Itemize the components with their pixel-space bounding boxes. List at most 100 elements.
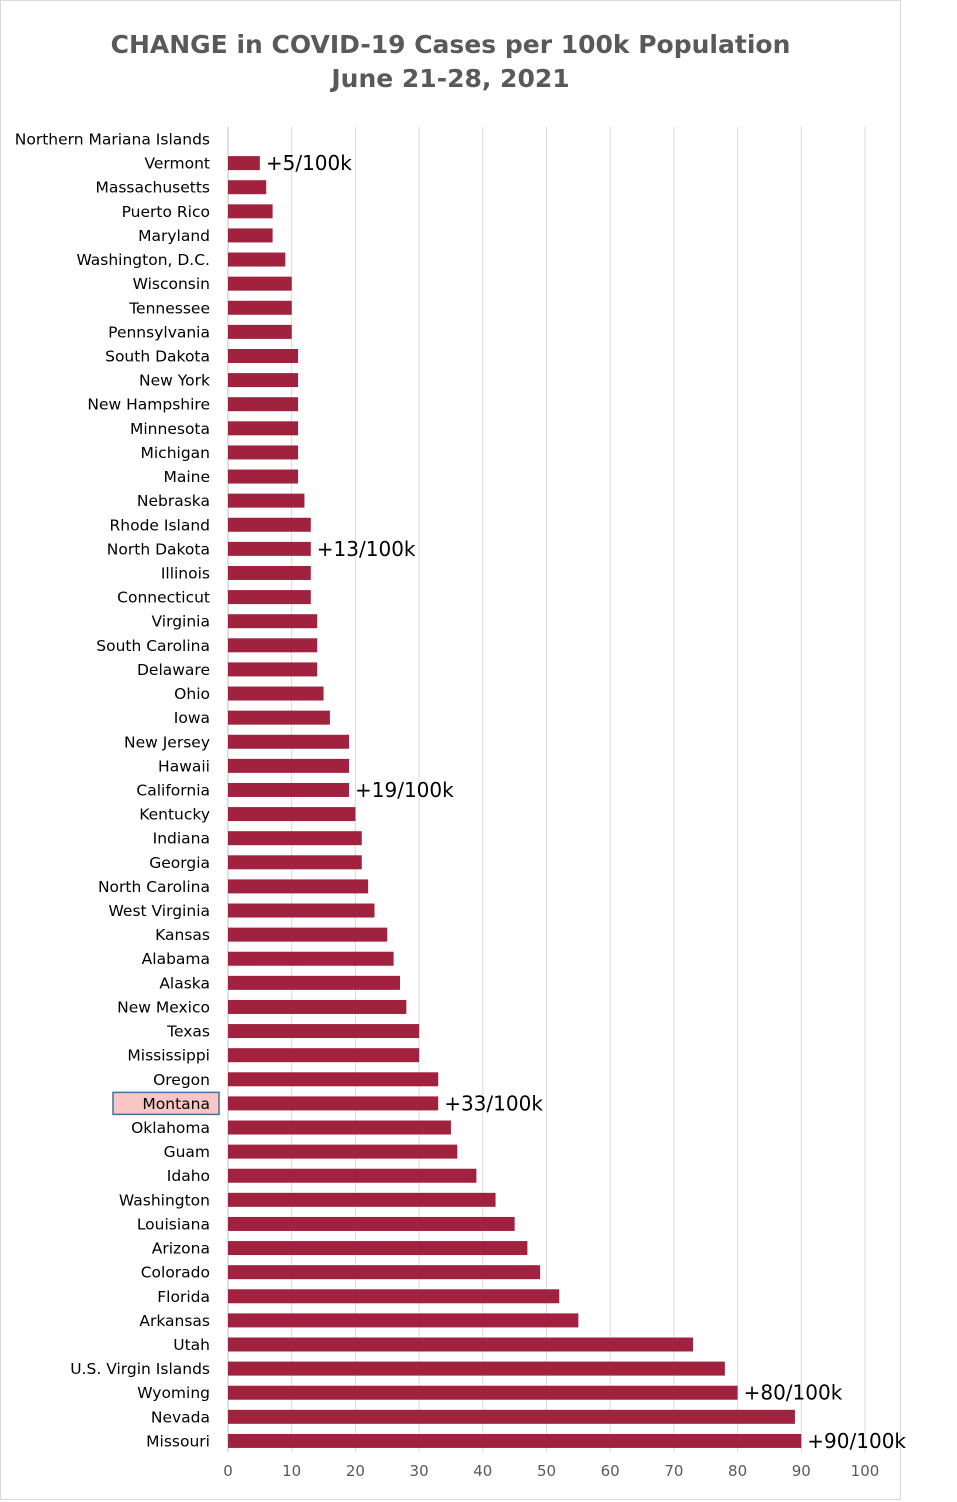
bar-kentucky — [228, 807, 356, 822]
bar-missouri — [228, 1433, 802, 1448]
category-label: Florida — [157, 1288, 210, 1306]
chart-title-block: CHANGE in COVID-19 Cases per 100k Popula… — [0, 28, 901, 96]
bar-georgia — [228, 855, 362, 870]
bar-west-virginia — [228, 903, 375, 918]
bar-illinois — [228, 565, 311, 580]
bar-virginia — [228, 614, 318, 629]
category-label: Mississippi — [127, 1047, 210, 1065]
category-label: Ohio — [174, 685, 210, 703]
bar-guam — [228, 1144, 458, 1159]
highlight-box — [112, 1091, 220, 1116]
chart-title: CHANGE in COVID-19 Cases per 100k Popula… — [110, 30, 791, 59]
bar-iowa — [228, 710, 330, 725]
bar-oregon — [228, 1072, 439, 1087]
category-label: Michigan — [141, 444, 211, 462]
bar-rhode-island — [228, 517, 311, 532]
bar-louisiana — [228, 1216, 515, 1231]
bar-new-mexico — [228, 999, 407, 1014]
bar-massachusetts — [228, 180, 267, 195]
x-tick-label: 80 — [728, 1462, 747, 1480]
bar-vermont — [228, 156, 260, 171]
gridlines — [227, 127, 866, 1452]
x-axis: 0 10 20 30 40 50 60 70 80 90 100 — [223, 1462, 879, 1480]
category-label: Arizona — [152, 1240, 210, 1258]
annotation-label: +90/100k — [807, 1429, 906, 1453]
category-label: Indiana — [153, 830, 210, 848]
category-label: South Dakota — [105, 347, 210, 365]
x-tick-label: 50 — [537, 1462, 556, 1480]
bar-pennsylvania — [228, 324, 292, 339]
bar-indiana — [228, 831, 362, 846]
bar-arizona — [228, 1241, 528, 1256]
bar-colorado — [228, 1265, 541, 1280]
category-label: Connecticut — [117, 589, 210, 607]
bar-oklahoma — [228, 1120, 451, 1135]
bar-alabama — [228, 951, 394, 966]
x-tick-label: 10 — [282, 1462, 301, 1480]
category-label: Alaska — [159, 974, 210, 992]
category-label: Minnesota — [130, 420, 210, 438]
category-label: Virginia — [152, 613, 210, 631]
bar-california — [228, 782, 350, 797]
bar-north-carolina — [228, 879, 369, 894]
category-label: Missouri — [146, 1432, 210, 1450]
bar-nebraska — [228, 493, 305, 508]
bar-south-dakota — [228, 348, 299, 363]
bar-tennessee — [228, 300, 292, 315]
category-label: Utah — [173, 1336, 210, 1354]
category-label: New York — [139, 372, 210, 390]
bar-new-jersey — [228, 734, 350, 749]
bar-washington-d-c- — [228, 252, 286, 267]
category-label: New Hampshire — [87, 396, 210, 414]
bar-new-hampshire — [228, 397, 299, 412]
bar-wisconsin — [228, 276, 292, 291]
bar-washington — [228, 1192, 496, 1207]
category-label: Nevada — [151, 1408, 210, 1426]
bar-arkansas — [228, 1313, 579, 1328]
annotation-label: +80/100k — [744, 1381, 843, 1405]
bar-u-s-virgin-islands — [228, 1361, 725, 1376]
category-label: Tennessee — [128, 299, 210, 317]
bar-ohio — [228, 686, 324, 701]
category-label: Puerto Rico — [122, 203, 210, 221]
category-label: Massachusetts — [95, 179, 210, 197]
x-tick-label: 40 — [473, 1462, 492, 1480]
category-label: Nebraska — [137, 492, 210, 510]
bar-wyoming — [228, 1385, 738, 1400]
category-label: Vermont — [144, 155, 210, 173]
category-label: West Virginia — [109, 902, 210, 920]
category-label: Illinois — [161, 564, 210, 582]
category-label: South Carolina — [96, 637, 210, 655]
category-label: Hawaii — [158, 757, 210, 775]
x-tick-label: 0 — [223, 1462, 233, 1480]
category-label: U.S. Virgin Islands — [70, 1360, 210, 1378]
category-label: Texas — [166, 1023, 210, 1041]
category-label: Arkansas — [139, 1312, 210, 1330]
bar-montana — [228, 1096, 439, 1111]
bar-south-carolina — [228, 638, 318, 653]
category-label: Rhode Island — [110, 516, 211, 534]
x-tick-label: 60 — [601, 1462, 620, 1480]
chart-subtitle: June 21-28, 2021 — [331, 64, 570, 93]
category-label: Maine — [163, 468, 210, 486]
bar-maryland — [228, 228, 273, 243]
bars — [228, 156, 802, 1448]
bar-alaska — [228, 975, 400, 990]
bar-florida — [228, 1289, 560, 1304]
category-label: Northern Mariana Islands — [15, 131, 210, 149]
bar-nevada — [228, 1409, 795, 1424]
category-label: Kansas — [155, 926, 210, 944]
category-label: Idaho — [167, 1167, 210, 1185]
category-label: New Jersey — [124, 733, 210, 751]
x-tick-label: 90 — [792, 1462, 811, 1480]
bar-utah — [228, 1337, 694, 1352]
category-label: North Carolina — [98, 878, 210, 896]
bar-maine — [228, 469, 299, 484]
category-label: Maryland — [138, 227, 210, 245]
category-label: North Dakota — [107, 540, 210, 558]
bar-texas — [228, 1024, 420, 1039]
category-label: Montana — [142, 1095, 210, 1113]
category-label: Georgia — [149, 854, 210, 872]
category-label: Colorado — [141, 1264, 210, 1282]
